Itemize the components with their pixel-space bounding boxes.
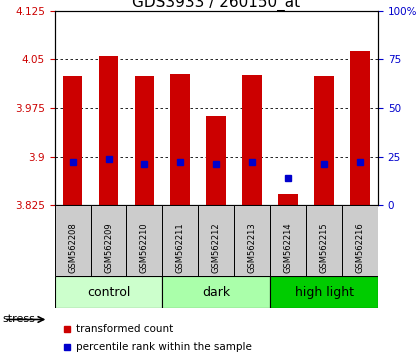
Text: GSM562216: GSM562216 xyxy=(356,222,365,273)
Text: GSM562208: GSM562208 xyxy=(68,222,77,273)
Bar xyxy=(234,205,270,276)
Bar xyxy=(171,74,190,205)
Bar xyxy=(350,51,370,205)
Text: GSM562212: GSM562212 xyxy=(212,222,221,273)
Text: GSM562214: GSM562214 xyxy=(284,222,293,273)
Bar xyxy=(163,205,198,276)
Text: stress: stress xyxy=(2,314,35,325)
Bar xyxy=(206,116,226,205)
Text: GSM562209: GSM562209 xyxy=(104,222,113,273)
Text: transformed count: transformed count xyxy=(76,324,173,334)
Text: percentile rank within the sample: percentile rank within the sample xyxy=(76,342,252,352)
Text: high light: high light xyxy=(294,286,354,298)
Bar xyxy=(134,75,154,205)
Bar xyxy=(63,75,82,205)
Bar xyxy=(55,205,91,276)
Bar xyxy=(91,205,126,276)
Text: GSM562210: GSM562210 xyxy=(140,222,149,273)
Text: control: control xyxy=(87,286,130,298)
Text: GSM562211: GSM562211 xyxy=(176,222,185,273)
Text: dark: dark xyxy=(202,286,230,298)
Bar xyxy=(314,75,334,205)
Bar xyxy=(55,276,163,308)
Bar xyxy=(198,205,234,276)
Bar xyxy=(126,205,163,276)
Bar xyxy=(270,205,306,276)
Bar xyxy=(306,205,342,276)
Bar xyxy=(99,56,118,205)
Bar xyxy=(270,276,378,308)
Title: GDS3933 / 260150_at: GDS3933 / 260150_at xyxy=(132,0,300,11)
Bar xyxy=(278,194,298,205)
Text: GSM562215: GSM562215 xyxy=(320,222,328,273)
Text: GSM562213: GSM562213 xyxy=(248,222,257,273)
Bar xyxy=(342,205,378,276)
Bar xyxy=(242,75,262,205)
Bar xyxy=(163,276,270,308)
